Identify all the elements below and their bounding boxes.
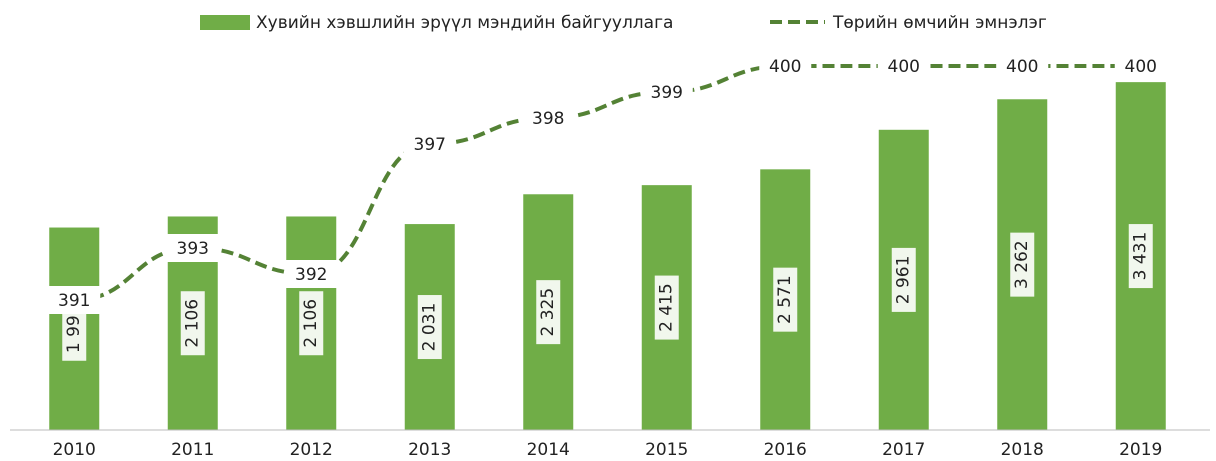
line-label: 397 bbox=[414, 135, 446, 155]
bar-label-bg bbox=[1010, 232, 1035, 297]
bar-label: 1 997 bbox=[64, 304, 84, 353]
bar-label-bg bbox=[773, 267, 798, 332]
x-tick-label: 2011 bbox=[171, 440, 214, 460]
line-label: 400 bbox=[1006, 57, 1038, 77]
bar-label: 3 431 bbox=[1131, 232, 1151, 281]
x-tick-label: 2013 bbox=[408, 440, 451, 460]
line-label-bg bbox=[285, 260, 338, 288]
line bbox=[74, 63, 1141, 302]
x-tick-label: 2012 bbox=[290, 440, 333, 460]
bar-label-bg bbox=[417, 295, 442, 360]
bar-label-bg bbox=[891, 247, 916, 312]
line-label-bg bbox=[48, 286, 101, 314]
bar-label-bg bbox=[654, 275, 679, 340]
line-label: 392 bbox=[295, 265, 327, 285]
bar-label-bg bbox=[299, 291, 324, 356]
x-tick-label: 2017 bbox=[882, 440, 925, 460]
line-label-bg bbox=[759, 52, 812, 80]
x-tick-label: 2018 bbox=[1001, 440, 1044, 460]
bar-label-bg bbox=[180, 291, 205, 356]
line-label-bg bbox=[403, 130, 456, 158]
line-label: 400 bbox=[1125, 57, 1157, 77]
line-label-bg bbox=[1114, 52, 1167, 80]
legend-label: Хувийн хэвшлийн эрүүл мэндийн байгууллаг… bbox=[256, 13, 673, 33]
line-label-bg bbox=[877, 52, 930, 80]
bar-label: 2 031 bbox=[420, 303, 440, 352]
bar-label-bg bbox=[536, 280, 561, 345]
line-label: 391 bbox=[58, 291, 90, 311]
line-label-bg bbox=[996, 52, 1049, 80]
bar-label: 3 262 bbox=[1012, 240, 1032, 289]
bar-label-bg bbox=[1128, 224, 1153, 289]
line-label-bg bbox=[640, 78, 693, 106]
x-tick-label: 2019 bbox=[1119, 440, 1162, 460]
line-label-bg bbox=[166, 234, 219, 262]
line-label: 400 bbox=[769, 57, 801, 77]
line-label-bg bbox=[522, 104, 575, 132]
x-tick-label: 2015 bbox=[645, 440, 688, 460]
x-tick-label: 2014 bbox=[527, 440, 570, 460]
bar-label: 2 325 bbox=[538, 288, 558, 337]
x-tick-label: 2016 bbox=[764, 440, 807, 460]
bar-label: 2 106 bbox=[183, 299, 203, 348]
line-label: 400 bbox=[888, 57, 920, 77]
legend-label: Төрийн өмчийн эмнэлэг bbox=[832, 13, 1047, 33]
line-label: 399 bbox=[651, 83, 683, 103]
line-label: 393 bbox=[177, 239, 209, 259]
x-tick-label: 2010 bbox=[53, 440, 96, 460]
bar-label: 2 571 bbox=[775, 275, 795, 324]
bar-label: 2 106 bbox=[301, 299, 321, 348]
bar-label: 2 415 bbox=[657, 283, 677, 332]
bar-label: 2 961 bbox=[894, 256, 914, 305]
line-label: 398 bbox=[532, 109, 564, 129]
legend-swatch bbox=[200, 15, 250, 30]
